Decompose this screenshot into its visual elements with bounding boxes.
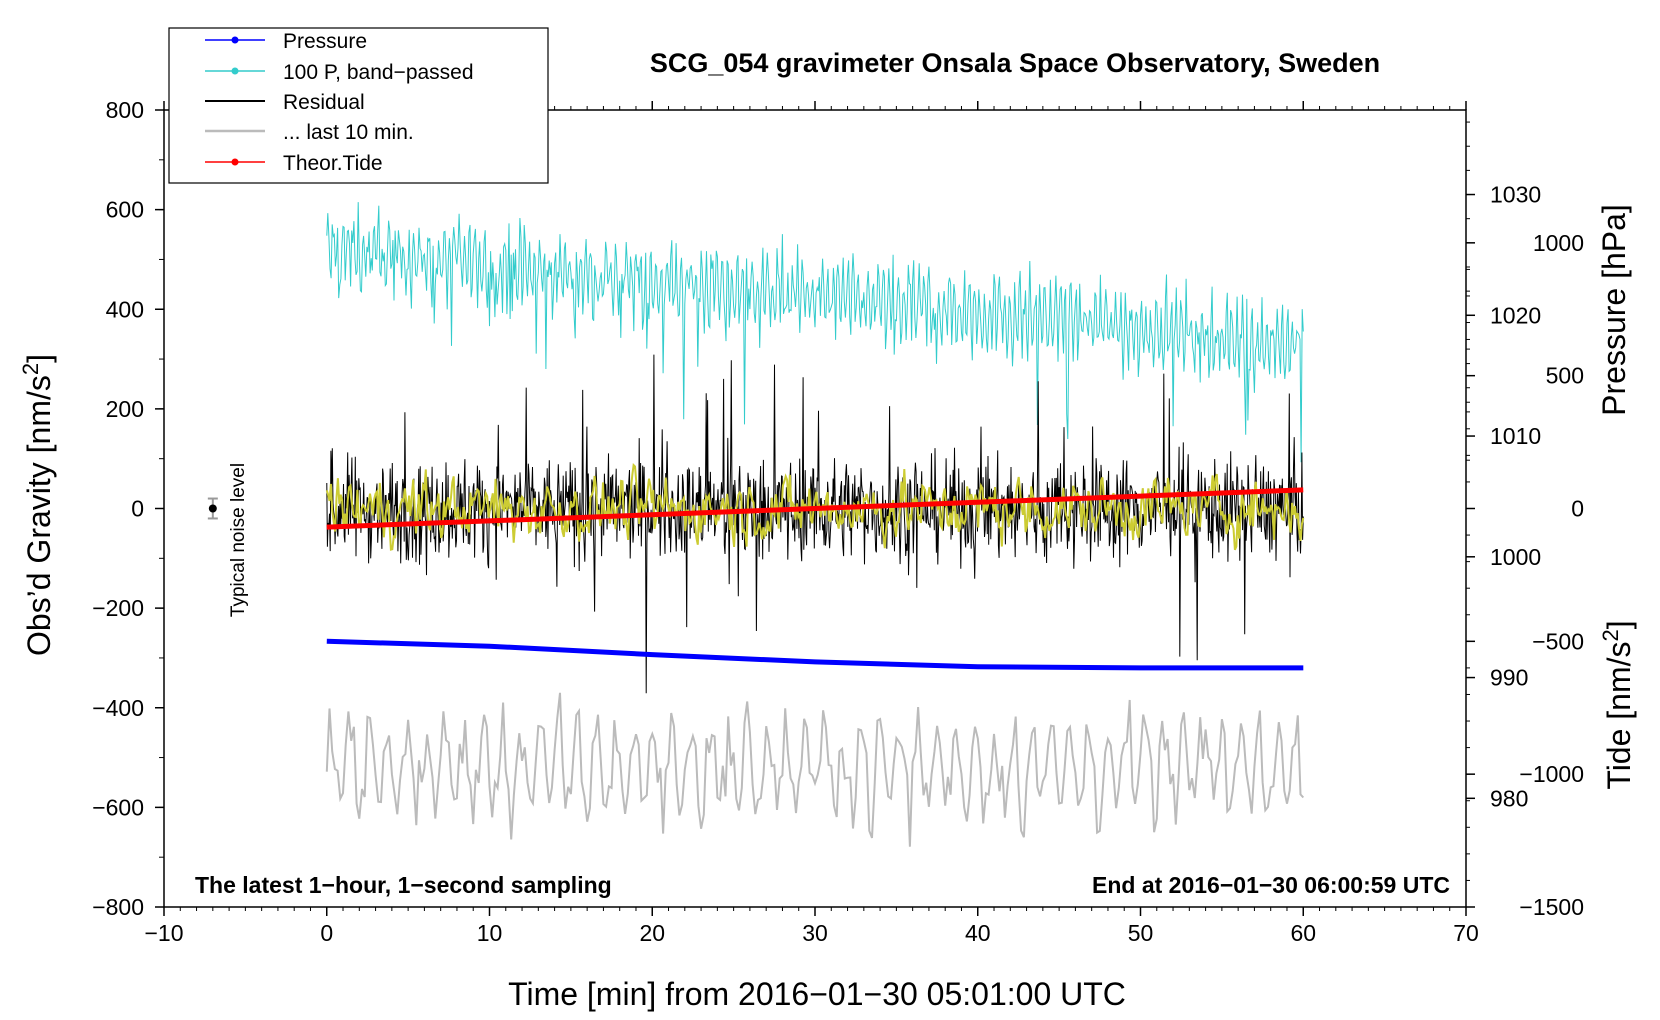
x-tick-label: 40 xyxy=(965,920,991,946)
y-axis-title-pressure: Pressure [hPa] xyxy=(1596,204,1632,416)
x-tick-label: 60 xyxy=(1290,920,1316,946)
pressure-tick-label: 980 xyxy=(1490,785,1528,811)
pressure-tick-label: 990 xyxy=(1490,665,1528,691)
y-tick-label: −800 xyxy=(92,894,144,920)
series-bandpassed-line xyxy=(326,202,1304,463)
y-tick-label: 0 xyxy=(131,496,144,522)
tide-tick-label: −500 xyxy=(1532,628,1584,654)
y-axis-title-left-main: Obs’d Gravity [nm/s xyxy=(21,375,57,656)
legend-entry-last10: ... last 10 min. xyxy=(205,121,414,144)
pressure-tick-label: 1020 xyxy=(1490,302,1541,328)
x-tick-label: 70 xyxy=(1453,920,1479,946)
legend-box xyxy=(168,27,549,184)
y-tick-label: −600 xyxy=(92,794,144,820)
series-last10-line xyxy=(325,692,1305,847)
legend-label-residual: Residual xyxy=(283,91,365,114)
legend-dot-pressure xyxy=(231,36,239,44)
svg-text:Tide [nm/s2]: Tide [nm/s2] xyxy=(1598,620,1637,789)
y-tick-label: 200 xyxy=(106,396,144,422)
annotation-bottom-right: End at 2016−01−30 06:00:59 UTC xyxy=(1092,872,1450,898)
tide-tick-label: 500 xyxy=(1546,363,1584,389)
legend-label-last10: ... last 10 min. xyxy=(283,121,414,144)
series-tide-line xyxy=(326,487,1304,530)
y-tick-label: 400 xyxy=(106,296,144,322)
y-tick-label: −200 xyxy=(92,595,144,621)
tide-axis-title-main: Tide [nm/s xyxy=(1601,641,1637,789)
pressure-axis-title: Pressure [hPa] xyxy=(1596,204,1632,416)
y-tick-label: −400 xyxy=(92,695,144,721)
chart-title: SCG_054 gravimeter Onsala Space Observat… xyxy=(650,48,1380,78)
tide-tick-label: −1000 xyxy=(1519,761,1584,787)
pressure-tick-label: 1010 xyxy=(1490,423,1541,449)
noise-point xyxy=(208,504,217,513)
pressure-tick-label: 1030 xyxy=(1490,182,1541,208)
svg-text:Obs’d Gravity [nm/s2]: Obs’d Gravity [nm/s2] xyxy=(18,354,57,656)
noise-label-wrapper: Typical noise level xyxy=(228,463,249,617)
x-tick-label: 10 xyxy=(477,920,503,946)
x-axis-title: Time [min] from 2016−01−30 05:01:00 UTC xyxy=(508,976,1126,1012)
y-axis-title-left: Obs’d Gravity [nm/s2] xyxy=(18,354,57,656)
tide-tick-label: 1000 xyxy=(1533,230,1584,256)
legend-dot-bandpassed xyxy=(231,67,239,75)
y-axis-title-left-sup: 2 xyxy=(18,363,43,375)
x-tick-label: 20 xyxy=(639,920,665,946)
x-tick-label: −10 xyxy=(144,920,183,946)
annotation-bottom-left: The latest 1−hour, 1−second sampling xyxy=(195,872,612,898)
x-tick-label: 50 xyxy=(1128,920,1154,946)
tide-axis-title-sup: 2 xyxy=(1598,629,1623,641)
legend-entry-tide: Theor.Tide xyxy=(205,152,383,175)
tide-axis-title-end: ] xyxy=(1601,620,1637,629)
y-axis-title-tide: Tide [nm/s2] xyxy=(1598,620,1637,789)
series-pressure-line xyxy=(326,638,1304,671)
legend: Pressure 100 P, band−passed Residual ...… xyxy=(168,27,549,184)
series-smoothed-residual-line xyxy=(325,462,1305,551)
y-axis-title-left-end: ] xyxy=(21,354,57,363)
tide-tick-label: −1500 xyxy=(1519,894,1584,920)
legend-label-bandpassed: 100 P, band−passed xyxy=(283,61,474,84)
legend-label-pressure: Pressure xyxy=(283,30,367,53)
x-tick-label: 30 xyxy=(802,920,828,946)
legend-dot-tide xyxy=(231,158,239,166)
noise-label: Typical noise level xyxy=(228,463,249,617)
y-tick-label: 800 xyxy=(106,97,144,123)
legend-entry-residual: Residual xyxy=(205,91,365,114)
pressure-tick-label: 1000 xyxy=(1490,544,1541,570)
legend-entry-pressure: Pressure xyxy=(205,30,367,53)
x-tick-label: 0 xyxy=(320,920,333,946)
tide-tick-label: 0 xyxy=(1571,496,1584,522)
legend-entry-bandpassed: 100 P, band−passed xyxy=(205,61,474,84)
legend-label-tide: Theor.Tide xyxy=(283,152,383,175)
y-tick-label: 600 xyxy=(106,197,144,223)
noise-marker-group xyxy=(207,497,218,520)
